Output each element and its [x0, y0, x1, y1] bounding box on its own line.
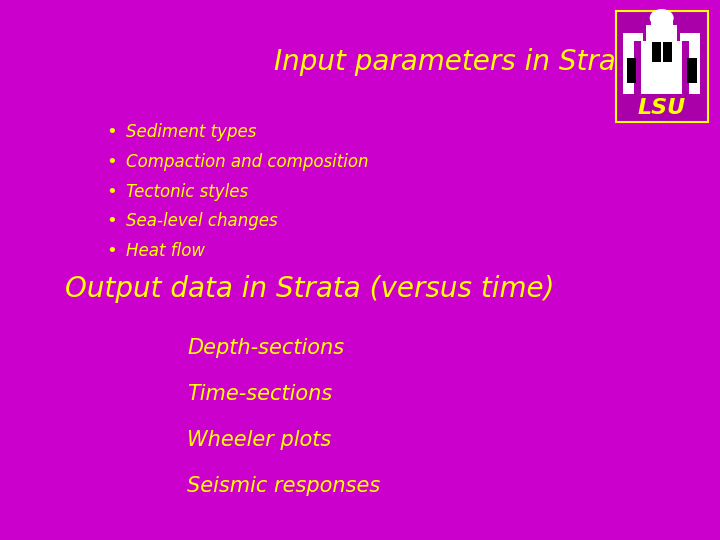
Text: Input parameters in Strata: Input parameters in Strata	[274, 48, 643, 76]
FancyBboxPatch shape	[662, 42, 672, 62]
FancyBboxPatch shape	[646, 25, 678, 72]
FancyBboxPatch shape	[626, 58, 636, 83]
Text: Sea-level changes: Sea-level changes	[126, 212, 278, 231]
FancyBboxPatch shape	[682, 40, 689, 94]
Text: Output data in Strata (versus time): Output data in Strata (versus time)	[65, 275, 554, 303]
Text: Seismic responses: Seismic responses	[187, 476, 380, 496]
FancyBboxPatch shape	[634, 40, 642, 94]
FancyBboxPatch shape	[652, 42, 661, 62]
Text: •: •	[107, 123, 117, 141]
Circle shape	[649, 9, 674, 27]
FancyBboxPatch shape	[623, 33, 643, 94]
Text: Wheeler plots: Wheeler plots	[187, 430, 331, 450]
Text: •: •	[107, 242, 117, 260]
Text: •: •	[107, 153, 117, 171]
Text: Depth-sections: Depth-sections	[187, 338, 344, 359]
Text: Compaction and composition: Compaction and composition	[126, 153, 369, 171]
Text: •: •	[107, 183, 117, 201]
FancyBboxPatch shape	[659, 12, 665, 18]
Text: •: •	[107, 212, 117, 231]
FancyBboxPatch shape	[623, 40, 701, 94]
FancyBboxPatch shape	[616, 11, 708, 122]
Text: Sediment types: Sediment types	[126, 123, 256, 141]
Text: LSU: LSU	[637, 98, 686, 118]
Text: Heat flow: Heat flow	[126, 242, 205, 260]
FancyBboxPatch shape	[680, 33, 701, 94]
FancyBboxPatch shape	[651, 19, 672, 31]
Text: Time-sections: Time-sections	[187, 384, 333, 404]
FancyBboxPatch shape	[688, 58, 697, 83]
Text: Tectonic styles: Tectonic styles	[126, 183, 248, 201]
